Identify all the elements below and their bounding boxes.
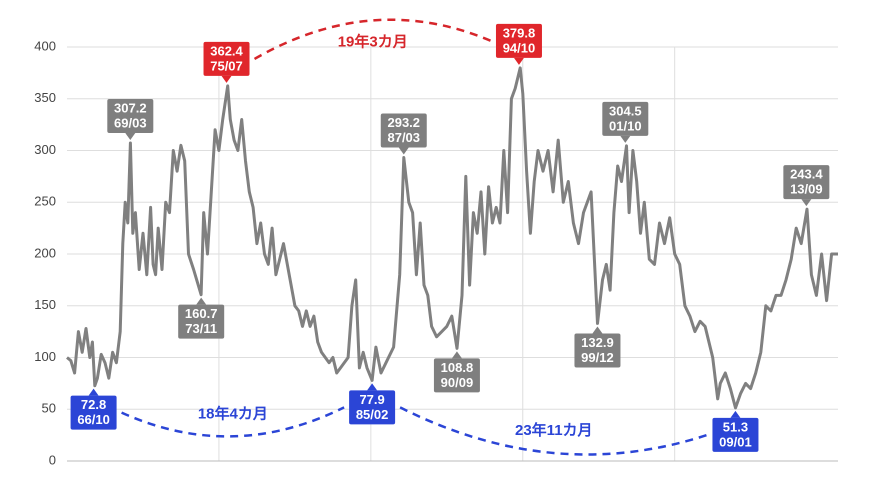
span-arc — [253, 18, 492, 60]
annotation-date: 94/10 — [503, 40, 536, 55]
annotation-date: 01/10 — [609, 118, 642, 133]
y-tick-label: 200 — [34, 245, 56, 260]
annotation-value: 304.5 — [609, 103, 642, 118]
annotation-value: 51.3 — [723, 419, 748, 434]
annotation-pointer — [451, 351, 462, 359]
annotation-box — [574, 333, 621, 368]
y-tick-label: 0 — [49, 452, 56, 467]
annotation-pointer — [88, 388, 99, 396]
annotation: 160.773/11 — [178, 297, 225, 339]
annotation-date: 66/10 — [77, 412, 110, 427]
annotation-pointer — [367, 383, 378, 391]
span-arc — [399, 406, 708, 456]
annotation-box — [349, 390, 396, 425]
span-label: 19年3カ月 — [338, 32, 408, 50]
annotation-date: 13/09 — [790, 182, 823, 197]
annotation: 108.890/09 — [433, 351, 480, 393]
series-line — [66, 66, 838, 410]
annotation: 77.985/02 — [349, 383, 396, 425]
annotation: 379.894/10 — [495, 23, 542, 65]
annotation-date: 87/03 — [387, 130, 420, 145]
y-tick-label: 150 — [34, 297, 56, 312]
annotation: 51.309/01 — [712, 410, 759, 452]
annotation-pointer — [221, 75, 232, 83]
annotation-value: 160.7 — [185, 306, 218, 321]
annotation-box — [70, 395, 117, 430]
annotation-pointer — [513, 57, 524, 65]
span-label: 18年4カ月 — [198, 404, 268, 422]
annotation-date: 90/09 — [441, 375, 474, 390]
annotation-value: 132.9 — [581, 335, 614, 350]
y-tick-label: 250 — [34, 194, 56, 209]
annotation-date: 99/12 — [581, 350, 614, 365]
annotation: 304.501/10 — [602, 101, 649, 143]
annotation-box — [433, 358, 480, 393]
annotation-box — [203, 41, 250, 76]
annotation: 243.413/09 — [783, 165, 830, 207]
annotation-value: 379.8 — [503, 25, 536, 40]
annotation-value: 108.8 — [441, 360, 474, 375]
annotation-pointer — [801, 199, 812, 207]
span-arc — [121, 406, 345, 438]
annotation-box — [783, 165, 830, 200]
annotation-box — [380, 113, 427, 148]
y-tick-label: 50 — [42, 401, 56, 416]
annotation-value: 362.4 — [210, 43, 243, 58]
annotation-pointer — [592, 326, 603, 334]
y-tick-label: 400 — [34, 38, 56, 53]
annotation-box — [602, 101, 649, 136]
annotation-pointer — [730, 410, 741, 418]
annotation-box — [178, 304, 225, 339]
annotation: 307.269/03 — [107, 99, 154, 141]
annotation-date: 69/03 — [114, 115, 147, 130]
annotation-value: 243.4 — [790, 167, 823, 182]
annotation-value: 77.9 — [359, 392, 384, 407]
annotation: 132.999/12 — [574, 326, 621, 368]
annotation: 362.475/07 — [203, 41, 250, 83]
annotation-pointer — [125, 133, 136, 141]
annotation-box — [107, 99, 154, 134]
annotation: 293.287/03 — [380, 113, 427, 155]
annotation-date: 73/11 — [185, 321, 217, 336]
y-tick-label: 300 — [34, 142, 56, 157]
annotation-pointer — [398, 147, 409, 155]
annotation-pointer — [620, 135, 631, 143]
y-tick-label: 350 — [34, 90, 56, 105]
annotation-value: 307.2 — [114, 100, 147, 115]
y-tick-label: 100 — [34, 349, 56, 364]
annotation-value: 293.2 — [387, 115, 420, 130]
annotation-pointer — [196, 297, 207, 305]
annotation-date: 85/02 — [356, 407, 389, 422]
annotation-box — [712, 417, 759, 452]
annotation-value: 72.8 — [81, 397, 106, 412]
annotation-date: 09/01 — [719, 434, 752, 449]
annotation-box — [495, 23, 542, 58]
span-label: 23年11カ月 — [515, 421, 593, 439]
annotation: 72.866/10 — [70, 388, 117, 430]
annotation-date: 75/07 — [210, 58, 243, 73]
